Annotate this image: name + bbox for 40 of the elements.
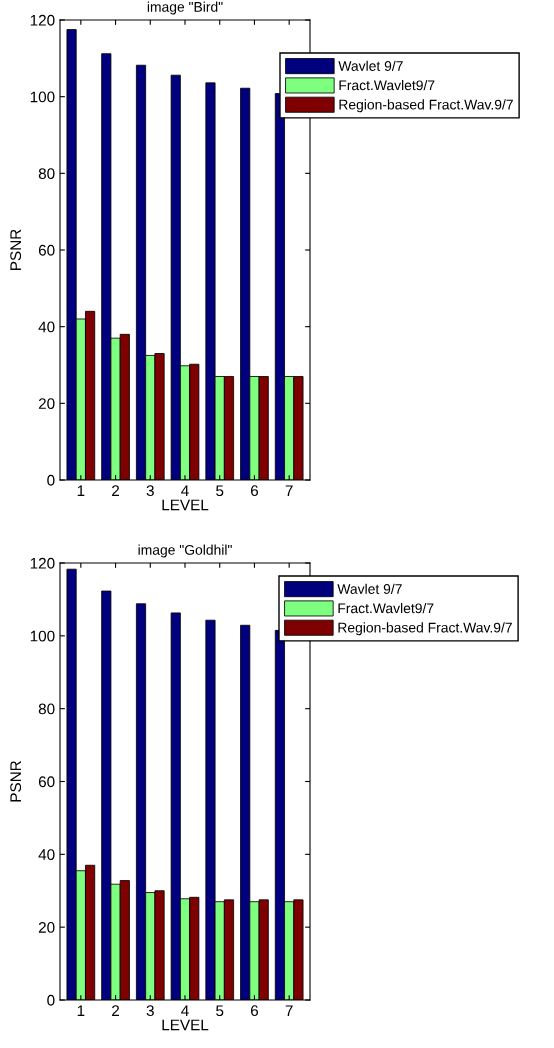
x-axis-title: LEVEL <box>162 1019 209 1031</box>
x-tick-label: 1 <box>77 1005 85 1016</box>
y-axis-title: PSNR <box>10 760 22 802</box>
x-tick-label: 6 <box>250 485 259 497</box>
y-tick-label: 80 <box>38 703 55 715</box>
y-tick-label: 40 <box>38 321 55 333</box>
y-tick-label: 0 <box>47 474 55 486</box>
x-tick-label: 6 <box>250 1005 259 1017</box>
y-tick-label: 20 <box>38 398 55 410</box>
y-tick-label: 60 <box>38 244 55 256</box>
x-tick-label: 4 <box>181 1005 189 1016</box>
legend-label: Wavlet 9/7 <box>338 60 403 71</box>
legend-label: Fract.Wavlet9/7 <box>338 603 434 614</box>
legend-label: Region-based Fract.Wav.9/7 <box>339 99 513 113</box>
y-tick-label: 100 <box>30 91 55 103</box>
y-axis-title: PSNR <box>10 229 22 270</box>
chart-title: image "Bird" <box>147 1 223 15</box>
x-tick-label: 2 <box>112 485 120 496</box>
y-tick-label: 40 <box>38 849 55 861</box>
y-tick-label: 80 <box>38 168 55 180</box>
x-tick-label: 1 <box>77 485 85 496</box>
chart-title: image "Goldhil" <box>138 544 232 558</box>
x-tick-label: 7 <box>285 485 293 496</box>
y-tick-label: 100 <box>30 630 55 642</box>
y-tick-label: 0 <box>47 994 55 1006</box>
x-tick-label: 3 <box>146 485 154 497</box>
legend-label: Wavlet 9/7 <box>337 583 402 594</box>
x-tick-label: 5 <box>216 485 224 497</box>
legend-label: Region-based Fract.Wav.9/7 <box>338 622 512 636</box>
y-tick-label: 60 <box>38 776 55 788</box>
x-tick-label: 2 <box>112 1005 120 1016</box>
x-tick-label: 3 <box>146 1005 154 1017</box>
y-tick-label: 20 <box>38 922 55 933</box>
x-tick-label: 7 <box>285 1005 293 1016</box>
legend-label: Fract.Wavlet9/7 <box>339 80 435 91</box>
x-tick-label: 5 <box>216 1005 224 1017</box>
x-tick-label: 4 <box>181 485 189 496</box>
y-tick-label: 120 <box>30 14 55 26</box>
y-tick-label: 120 <box>30 557 55 569</box>
x-axis-title: LEVEL <box>162 499 209 511</box>
